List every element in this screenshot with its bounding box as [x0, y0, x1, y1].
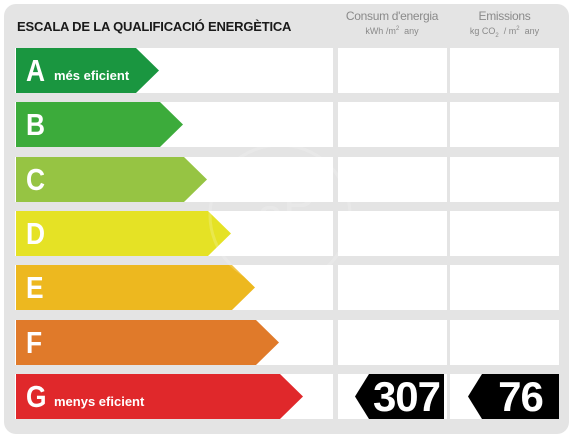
rating-arrow-d: D	[16, 211, 231, 256]
rating-letter: C	[26, 162, 46, 197]
svg-text:P: P	[283, 178, 315, 231]
rating-letter: B	[26, 107, 46, 142]
emissions-cell-c	[450, 157, 559, 202]
rating-letter: F	[26, 325, 43, 360]
rating-letter: D	[26, 216, 46, 251]
rating-arrow-c: C	[16, 157, 207, 202]
page-title: ESCALA DE LA QUALIFICACIÓ ENERGÈTICA	[17, 19, 292, 34]
rating-letter: E	[26, 270, 44, 305]
emissions-badge: 76	[468, 373, 559, 420]
rating-letter: G	[26, 379, 47, 414]
rating-arrow-e: E	[16, 265, 255, 310]
emissions-unit: kg CO2 / m2 any	[469, 26, 540, 39]
consum-badge-value: 307	[372, 373, 441, 420]
consum-header: Consum d'energia kWh /m2 any	[338, 9, 446, 37]
logo-watermark: a P	[208, 143, 352, 287]
svg-text:a: a	[257, 190, 284, 243]
emissions-cell-b	[450, 102, 559, 147]
emissions-cell-d	[450, 211, 559, 256]
emissions-cell-f	[450, 320, 559, 365]
emissions-header: Emissions kg CO2 / m2 any	[450, 9, 559, 42]
consum-cell-d	[338, 211, 447, 256]
emissions-cell-a	[450, 48, 559, 93]
consum-cell-b	[338, 102, 447, 147]
rating-arrow-f: F	[16, 320, 279, 365]
consum-cell-c	[338, 157, 447, 202]
consum-cell-f	[338, 320, 447, 365]
rating-letter: A	[26, 53, 46, 88]
rating-arrow-b: B	[16, 102, 183, 147]
emissions-badge-value: 76	[498, 373, 544, 420]
consum-cell-a	[338, 48, 447, 93]
consum-label: Consum d'energia	[345, 9, 439, 23]
consum-badge: 307	[355, 373, 444, 420]
rating-sublabel: menys eficient	[54, 394, 145, 409]
emissions-cell-e	[450, 265, 559, 310]
consum-unit: kWh /m2 any	[365, 26, 419, 36]
consum-cell-e	[338, 265, 447, 310]
emissions-label: Emissions	[478, 9, 531, 23]
rating-sublabel: més eficient	[54, 68, 130, 83]
